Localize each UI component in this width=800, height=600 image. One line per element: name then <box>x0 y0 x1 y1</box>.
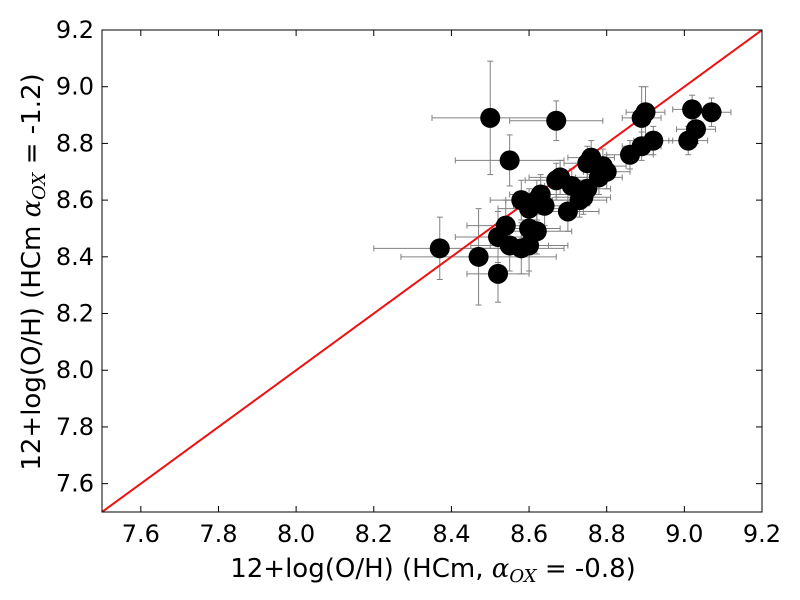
data-point <box>499 150 520 171</box>
x-tick-label: 9.2 <box>743 520 781 548</box>
data-point <box>468 246 489 267</box>
data-point <box>429 238 450 259</box>
y-axis-label-symbol: α <box>17 199 47 217</box>
data-point <box>686 119 706 140</box>
x-axis-label-prefix: 12+log(O/H) (HCm, <box>230 554 492 584</box>
x-tick-label: 7.6 <box>122 520 160 548</box>
data-point <box>596 161 617 182</box>
x-axis-label: 12+log(O/H) (HCm, αOX = -0.8) <box>230 554 636 587</box>
data-point <box>546 110 567 131</box>
y-tick-label: 8.6 <box>56 186 94 214</box>
data-point <box>682 99 703 120</box>
data-point <box>701 102 722 123</box>
data-point <box>526 221 547 242</box>
data-point <box>480 107 501 128</box>
y-tick-label: 8.4 <box>56 243 94 271</box>
y-tick-label: 8.0 <box>56 356 94 384</box>
y-tick-label: 9.2 <box>56 16 94 44</box>
y-axis-label-prefix: 12+log(O/H) (HCm <box>17 217 47 470</box>
y-axis-label-subscript: OX <box>29 171 50 199</box>
x-tick-label: 8.4 <box>432 520 470 548</box>
x-tick-label: 8.6 <box>510 520 548 548</box>
x-axis-ticks: 7.6 7.8 8.0 8.2 8.4 8.6 8.8 9.0 9.2 <box>122 30 781 548</box>
x-tick-label: 8.2 <box>355 520 393 548</box>
data-point <box>495 215 516 236</box>
data-point <box>488 263 508 284</box>
x-tick-label: 7.8 <box>199 520 237 548</box>
data-point <box>643 130 664 151</box>
y-axis-label: 12+log(O/H) (HCm αOX = -1.2) <box>17 73 50 470</box>
x-tick-label: 8.0 <box>277 520 315 548</box>
y-tick-label: 7.6 <box>56 470 94 498</box>
y-tick-label: 9.0 <box>56 73 94 101</box>
x-axis-label-subscript: OX <box>509 566 537 587</box>
x-tick-label: 9.0 <box>665 520 703 548</box>
data-point <box>635 102 656 123</box>
x-axis-label-symbol: α <box>492 554 510 584</box>
y-tick-label: 8.8 <box>56 129 94 157</box>
axes-frame <box>101 29 763 513</box>
plot-clipped-group <box>102 30 762 512</box>
y-tick-label: 8.2 <box>56 300 94 328</box>
plot-area <box>102 30 762 512</box>
data-point <box>534 195 555 216</box>
y-tick-label: 7.8 <box>56 413 94 441</box>
y-axis-label-suffix: = -1.2) <box>17 73 47 172</box>
x-axis-label-suffix: = -0.8) <box>537 554 636 584</box>
x-tick-label: 8.8 <box>588 520 626 548</box>
y-axis-ticks: 7.6 7.8 8.0 8.2 8.4 8.6 8.8 9.0 9.2 <box>56 16 762 498</box>
